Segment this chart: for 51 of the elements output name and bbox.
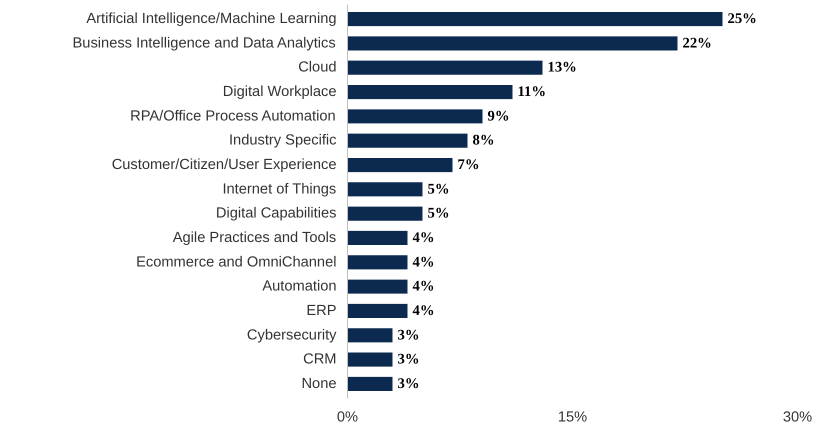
x-tick-label: 0% — [336, 410, 358, 426]
data-label: 8% — [472, 132, 494, 149]
y-tick-label: Agile Practices and Tools — [172, 230, 336, 246]
bar — [348, 60, 542, 75]
bar — [348, 304, 408, 318]
x-tick-label: 30% — [782, 410, 812, 426]
bar — [348, 109, 482, 124]
y-tick-label: RPA/Office Process Automation — [130, 108, 336, 124]
bar — [348, 206, 422, 221]
y-tick-label: Customer/Citizen/User Experience — [112, 157, 336, 174]
bar — [348, 280, 408, 294]
y-tick-label: Ecommerce and OmniChannel — [136, 254, 337, 270]
data-label: 4% — [412, 230, 434, 246]
bar — [348, 158, 452, 172]
bar — [348, 182, 422, 196]
y-tick-label: Artificial Intelligence/Machine Learning — [86, 11, 336, 28]
data-label: 22% — [682, 35, 712, 52]
y-tick-label: Cybersecurity — [246, 327, 338, 344]
x-tick-label: 15% — [558, 410, 588, 426]
data-label: 4% — [412, 254, 434, 270]
bar — [348, 255, 408, 270]
data-label: 25% — [728, 11, 757, 28]
bar — [348, 376, 392, 391]
bar — [348, 134, 468, 148]
bar — [348, 230, 408, 246]
y-tick-label: Internet of Things — [222, 181, 336, 198]
bar — [348, 12, 722, 26]
data-label: 4% — [412, 278, 434, 295]
y-tick-label: Automation — [262, 278, 336, 295]
data-label: 11% — [518, 84, 546, 100]
data-label: 5% — [428, 181, 450, 198]
data-label: 5% — [428, 206, 450, 222]
y-tick-label: ERP — [306, 302, 337, 319]
data-label: 4% — [412, 302, 434, 319]
bar — [348, 352, 392, 367]
y-tick-label: Industry Specific — [228, 132, 337, 149]
y-tick-label: Digital Capabilities — [216, 206, 337, 222]
y-tick-label: None — [301, 376, 337, 392]
bar — [348, 328, 392, 342]
y-tick-label: CRM — [303, 352, 337, 368]
data-label: 3% — [398, 352, 420, 368]
data-label: 13% — [548, 60, 577, 76]
data-label: 7% — [458, 157, 480, 174]
data-label: 3% — [398, 327, 420, 344]
bar — [348, 85, 512, 100]
data-label: 3% — [398, 376, 420, 392]
y-tick-label: Cloud — [298, 60, 337, 76]
bar — [348, 36, 678, 50]
y-tick-label: Business Intelligence and Data Analytics — [72, 35, 336, 52]
y-tick-label: Digital Workplace — [222, 84, 336, 100]
data-label: 9% — [488, 108, 510, 124]
